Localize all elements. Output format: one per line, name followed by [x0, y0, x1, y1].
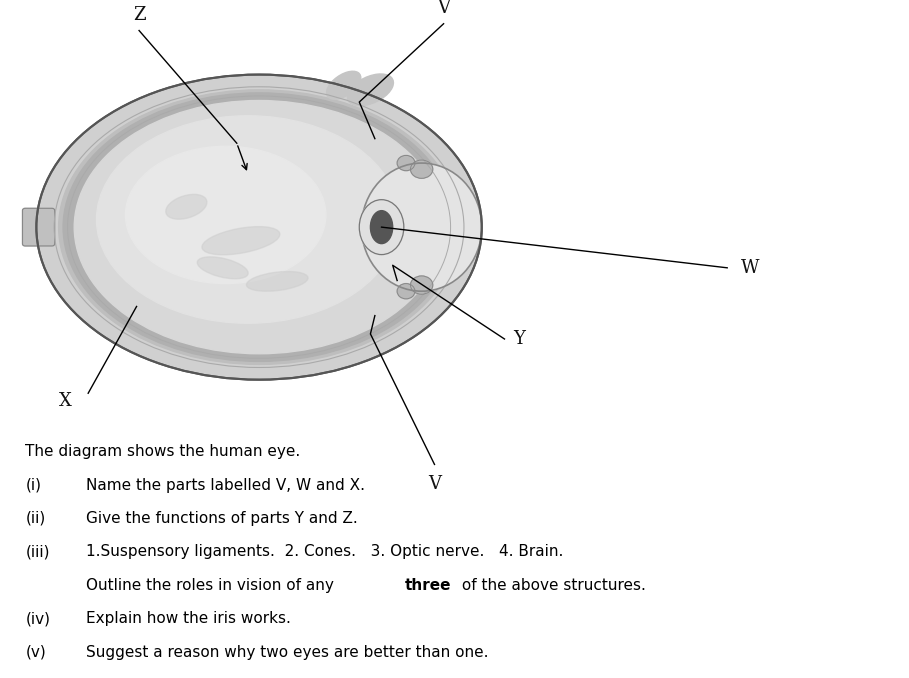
Ellipse shape: [362, 163, 482, 292]
Ellipse shape: [246, 271, 308, 292]
Text: Z: Z: [133, 5, 145, 24]
Text: (ii): (ii): [25, 511, 45, 526]
Ellipse shape: [411, 276, 433, 294]
Text: (v): (v): [25, 645, 46, 660]
Text: of the above structures.: of the above structures.: [457, 578, 646, 593]
Text: Y: Y: [514, 330, 525, 348]
Text: Name the parts labelled V, W and X.: Name the parts labelled V, W and X.: [86, 477, 365, 492]
Ellipse shape: [36, 75, 482, 380]
Text: V: V: [437, 0, 450, 17]
Text: X: X: [59, 393, 72, 410]
Text: Explain how the iris works.: Explain how the iris works.: [86, 612, 291, 626]
Ellipse shape: [197, 257, 248, 279]
Ellipse shape: [165, 195, 207, 219]
FancyBboxPatch shape: [23, 208, 55, 246]
Ellipse shape: [397, 155, 415, 171]
Text: Give the functions of parts Y and Z.: Give the functions of parts Y and Z.: [86, 511, 358, 526]
Ellipse shape: [359, 199, 404, 255]
Ellipse shape: [202, 226, 280, 255]
Ellipse shape: [370, 211, 393, 243]
Ellipse shape: [58, 90, 459, 365]
Ellipse shape: [411, 160, 433, 178]
Ellipse shape: [125, 146, 325, 283]
Ellipse shape: [397, 283, 415, 299]
Text: W: W: [741, 259, 759, 277]
Ellipse shape: [347, 74, 394, 106]
Text: Outline the roles in vision of any: Outline the roles in vision of any: [86, 578, 339, 593]
Text: (iii): (iii): [25, 544, 50, 559]
Text: (i): (i): [25, 477, 42, 492]
Text: (iv): (iv): [25, 612, 51, 626]
Text: Suggest a reason why two eyes are better than one.: Suggest a reason why two eyes are better…: [86, 645, 489, 660]
Text: V: V: [428, 475, 441, 493]
Ellipse shape: [326, 71, 361, 99]
Ellipse shape: [75, 100, 444, 354]
Text: three: three: [405, 578, 451, 593]
Text: The diagram shows the human eye.: The diagram shows the human eye.: [25, 444, 301, 459]
Ellipse shape: [96, 116, 399, 323]
Text: 1.Suspensory ligaments.  2. Cones.   3. Optic nerve.   4. Brain.: 1.Suspensory ligaments. 2. Cones. 3. Opt…: [86, 544, 564, 559]
Ellipse shape: [63, 93, 455, 361]
